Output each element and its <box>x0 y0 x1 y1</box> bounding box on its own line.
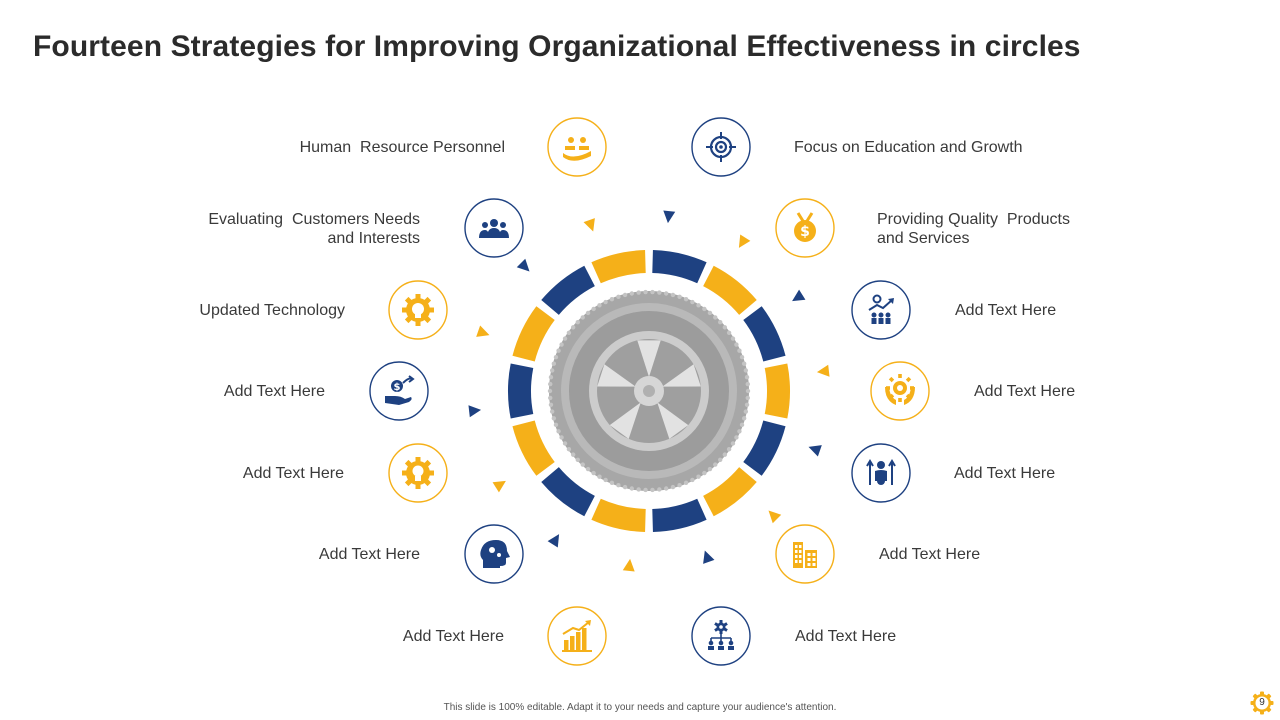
ring-segment <box>591 498 646 532</box>
ring-segment <box>703 265 757 315</box>
ring-segment <box>652 250 707 284</box>
strategy-icon-circle <box>870 361 930 421</box>
strategy-label: Providing Quality Products and Services <box>877 211 1070 247</box>
tire-illustration <box>547 289 751 493</box>
hands-gear-icon <box>885 374 915 405</box>
gear-lightbulb-icon <box>402 294 434 326</box>
strategy-icon-circle <box>388 280 448 340</box>
ring-segment <box>743 420 786 476</box>
strategy-label: Focus on Education and Growth <box>794 139 1023 156</box>
pointer-triangle <box>738 234 751 248</box>
ring-segment <box>541 265 595 315</box>
target-icon <box>706 132 736 162</box>
strategy-icon-circle <box>775 524 835 584</box>
gear-icon <box>1250 691 1274 715</box>
strategy-icon-circle <box>691 606 751 666</box>
strategy-label: Human Resource Personnel <box>299 139 505 156</box>
pointer-triangle <box>468 405 482 418</box>
pointer-triangle <box>663 210 676 224</box>
strategy-label: Add Text Here <box>402 628 504 645</box>
svg-text:$: $ <box>800 224 810 240</box>
strategy-icon-circle <box>851 443 911 503</box>
strategy-icon-circle <box>691 117 751 177</box>
ring-segment <box>764 363 790 419</box>
org-hierarchy-icon <box>708 620 734 650</box>
ring-segment <box>541 467 595 517</box>
hand-dollar-arrow-icon: $ <box>385 375 415 405</box>
lightbulb-icon <box>402 457 434 489</box>
strategy-icon-circle <box>388 443 448 503</box>
customer-group-icon <box>479 219 509 238</box>
pointer-triangle <box>703 550 715 564</box>
buildings-icon <box>793 542 817 568</box>
pointer-triangle <box>516 258 530 272</box>
pointer-triangle <box>476 325 490 337</box>
strategy-icon-circle <box>547 117 607 177</box>
strategy-label: Add Text Here <box>242 465 344 482</box>
ring-segment <box>507 363 534 419</box>
svg-text:$: $ <box>394 382 401 393</box>
strategy-label: Add Text Here <box>954 465 1056 482</box>
strategy-icon-circle <box>851 280 911 340</box>
ring-segment <box>591 250 646 284</box>
pointer-triangle <box>792 289 806 302</box>
strategy-icon-circle <box>464 524 524 584</box>
strategy-label: Add Text Here <box>318 546 420 563</box>
ring-segment <box>703 467 757 517</box>
strategy-label: Updated Technology <box>199 302 345 319</box>
strategy-label: Evaluating Customers Needs and Interests <box>208 211 420 247</box>
ring-segment <box>512 306 555 362</box>
handshake-people-icon <box>563 137 591 161</box>
footer-note: This slide is 100% editable. Adapt it to… <box>443 702 837 713</box>
strategy-label: Add Text Here <box>795 628 897 645</box>
pointer-triangle <box>547 534 560 548</box>
page-number-badge: 9 <box>1250 691 1274 715</box>
ring-segment <box>512 420 555 476</box>
strategy-label: Add Text Here <box>974 383 1076 400</box>
ring-segment <box>652 498 707 532</box>
dollar-person-growth-icon <box>866 459 896 485</box>
pointer-triangle <box>768 510 782 524</box>
strategy-icon-circle <box>464 198 524 258</box>
strategy-icon-circle: $ <box>775 198 835 258</box>
pointer-triangle <box>583 218 595 232</box>
pointer-triangle <box>622 558 635 572</box>
pointer-triangle <box>492 480 506 493</box>
strategy-label: Add Text Here <box>879 546 981 563</box>
bar-chart-growth-icon <box>562 620 592 652</box>
medal-dollar-icon: $ <box>794 212 816 242</box>
strategy-label: Add Text Here <box>955 302 1057 319</box>
ring-segment <box>743 306 786 362</box>
pointer-triangle <box>816 364 830 377</box>
pointer-triangle <box>808 445 822 457</box>
strategy-label: Add Text Here <box>223 383 325 400</box>
page-title: Fourteen Strategies for Improving Organi… <box>33 30 1081 63</box>
page-number: 9 <box>1259 697 1265 708</box>
strategy-icon-circle: $ <box>369 361 429 421</box>
team-growth-chart-icon <box>868 294 894 324</box>
strategy-icon-circle <box>547 606 607 666</box>
head-gears-icon <box>480 540 510 568</box>
